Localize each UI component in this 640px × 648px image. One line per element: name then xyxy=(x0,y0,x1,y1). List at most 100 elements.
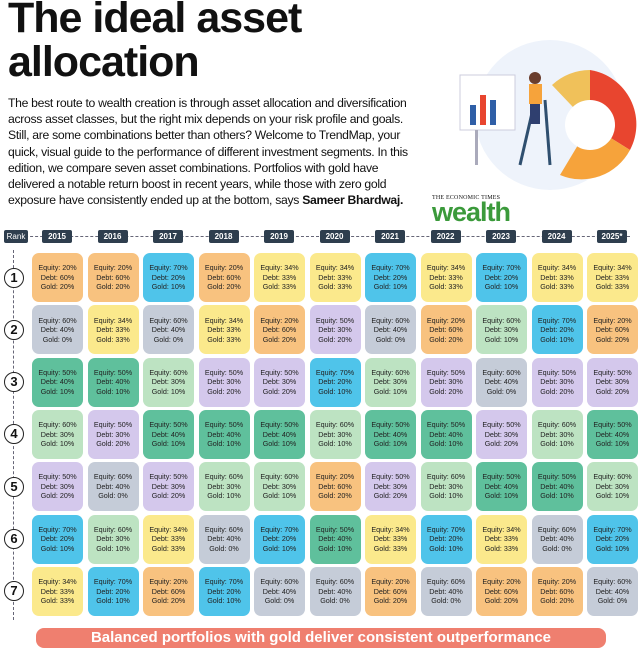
allocation-line: Gold: 10% xyxy=(262,491,297,501)
allocation-line: Equity: 34% xyxy=(371,524,410,534)
allocation-line: Equity: 50% xyxy=(149,420,188,430)
allocation-cell: Equity: 34% Debt: 33% Gold: 33% xyxy=(531,253,583,302)
allocation-line: Equity: 50% xyxy=(93,367,133,377)
allocation-line: Equity: 70% xyxy=(38,524,77,534)
banner: Balanced portfolios with gold deliver co… xyxy=(36,628,606,648)
allocation-cell: Equity: 60% Debt: 40% Gold: 0% xyxy=(476,357,527,407)
allocation-line: Gold: 10% xyxy=(484,491,519,501)
allocation-line: Gold: 10% xyxy=(40,439,75,449)
allocation-line: Gold: 33% xyxy=(151,543,186,553)
allocation-line: Debt: 30% xyxy=(207,481,241,491)
allocation-cell: Equity: 70% Debt: 20% Gold: 10% xyxy=(309,357,361,407)
allocation-line: Gold: 20% xyxy=(318,491,352,501)
allocation-line: Gold: 10% xyxy=(151,439,186,449)
allocation-line: Equity: 50% xyxy=(204,367,244,377)
allocation-line: Equity: 20% xyxy=(537,577,577,587)
allocation-line: Debt: 40% xyxy=(540,481,574,491)
allocation-line: Debt: 60% xyxy=(540,586,574,596)
allocation-line: Equity: 50% xyxy=(315,315,355,325)
brand: THE ECONOMIC TIMES wealth xyxy=(432,195,511,226)
allocation-cell: Equity: 34% Debt: 33% Gold: 33% xyxy=(587,253,638,302)
allocation-cell: Equity: 60% Debt: 40% Gold: 0% xyxy=(87,462,139,512)
person-body xyxy=(529,84,542,104)
allocation-line: Gold: 10% xyxy=(318,543,352,553)
allocation-line: Equity: 50% xyxy=(371,420,410,430)
allocation-line: Equity: 50% xyxy=(260,420,299,430)
allocation-line: Gold: 0% xyxy=(375,334,406,344)
allocation-cell: Equity: 60% Debt: 40% Gold: 0% xyxy=(420,566,472,616)
allocation-line: Debt: 60% xyxy=(373,586,408,596)
allocation-line: Gold: 20% xyxy=(595,334,630,344)
allocation-line: Gold: 20% xyxy=(207,282,241,292)
allocation-line: Gold: 20% xyxy=(373,491,408,501)
allocation-line: Equity: 60% xyxy=(204,472,244,482)
allocation-line: Equity: 70% xyxy=(593,524,632,534)
allocation-line: Debt: 33% xyxy=(40,586,75,596)
allocation-line: Debt: 33% xyxy=(595,272,630,282)
allocation-cell: Equity: 50% Debt: 40% Gold: 10% xyxy=(587,409,638,459)
allocation-line: Equity: 60% xyxy=(482,315,521,325)
allocation-line: Equity: 50% xyxy=(204,420,244,430)
allocation-cell: Equity: 60% Debt: 30% Gold: 10% xyxy=(198,462,250,512)
allocation-line: Gold: 10% xyxy=(262,543,297,553)
allocation-line: Debt: 40% xyxy=(373,429,408,439)
allocation-line: Gold: 33% xyxy=(318,282,352,292)
allocation-line: Debt: 60% xyxy=(40,272,75,282)
allocation-line: Debt: 40% xyxy=(96,481,130,491)
board-leg xyxy=(475,130,478,165)
allocation-cell: Equity: 20% Debt: 60% Gold: 20% xyxy=(531,566,583,616)
allocation-line: Gold: 20% xyxy=(484,596,519,606)
allocation-cell: Equity: 50% Debt: 40% Gold: 10% xyxy=(531,462,583,512)
allocation-line: Gold: 20% xyxy=(318,334,352,344)
allocation-line: Debt: 20% xyxy=(540,325,574,335)
allocation-line: Gold: 10% xyxy=(429,543,463,553)
allocation-line: Equity: 20% xyxy=(482,577,521,587)
allocation-line: Equity: 60% xyxy=(38,315,77,325)
allocation-cell: Equity: 50% Debt: 30% Gold: 20% xyxy=(254,357,305,407)
allocation-line: Debt: 40% xyxy=(40,377,75,387)
allocation-cell: Equity: 50% Debt: 30% Gold: 20% xyxy=(32,462,83,512)
allocation-line: Equity: 34% xyxy=(315,263,355,273)
allocation-line: Gold: 10% xyxy=(373,386,408,396)
allocation-cell: Equity: 50% Debt: 40% Gold: 10% xyxy=(32,357,83,407)
allocation-line: Debt: 30% xyxy=(40,429,75,439)
allocation-line: Gold: 10% xyxy=(595,439,630,449)
allocation-cell: Equity: 20% Debt: 60% Gold: 20% xyxy=(32,253,83,302)
allocation-line: Debt: 20% xyxy=(151,272,186,282)
allocation-line: Debt: 30% xyxy=(540,377,574,387)
allocation-line: Equity: 60% xyxy=(315,420,355,430)
allocation-cell: Equity: 50% Debt: 30% Gold: 20% xyxy=(420,357,472,407)
allocation-cell: Equity: 50% Debt: 30% Gold: 20% xyxy=(198,357,250,407)
allocation-line: Gold: 20% xyxy=(595,386,630,396)
allocation-line: Debt: 40% xyxy=(429,586,463,596)
allocation-line: Equity: 34% xyxy=(204,315,244,325)
allocation-line: Equity: 20% xyxy=(149,577,188,587)
allocation-line: Debt: 60% xyxy=(262,325,297,335)
allocation-line: Gold: 10% xyxy=(318,386,352,396)
allocation-line: Gold: 20% xyxy=(373,596,408,606)
allocation-line: Gold: 10% xyxy=(429,491,463,501)
allocation-cell: Equity: 60% Debt: 30% Gold: 10% xyxy=(587,462,638,512)
allocation-line: Debt: 40% xyxy=(151,325,186,335)
allocation-line: Equity: 60% xyxy=(93,524,133,534)
allocation-line: Equity: 60% xyxy=(93,472,133,482)
allocation-line: Equity: 20% xyxy=(38,263,77,273)
allocation-line: Gold: 0% xyxy=(431,596,461,606)
board-bar xyxy=(470,105,476,125)
allocation-line: Debt: 30% xyxy=(207,377,241,387)
allocation-line: Debt: 30% xyxy=(373,377,408,387)
allocation-cell: Equity: 60% Debt: 40% Gold: 0% xyxy=(531,514,583,564)
allocation-line: Debt: 40% xyxy=(262,586,297,596)
allocation-line: Equity: 70% xyxy=(204,577,244,587)
allocation-cell: Equity: 60% Debt: 30% Gold: 10% xyxy=(420,462,472,512)
allocation-line: Debt: 40% xyxy=(207,534,241,544)
allocation-cell: Equity: 50% Debt: 40% Gold: 10% xyxy=(198,409,250,459)
allocation-line: Debt: 33% xyxy=(96,325,130,335)
allocation-line: Gold: 33% xyxy=(429,282,463,292)
board-bar xyxy=(480,95,486,125)
person-head xyxy=(529,72,541,84)
allocation-line: Equity: 20% xyxy=(260,315,299,325)
year-label: 2025* xyxy=(597,230,627,243)
allocation-line: Gold: 20% xyxy=(207,386,241,396)
